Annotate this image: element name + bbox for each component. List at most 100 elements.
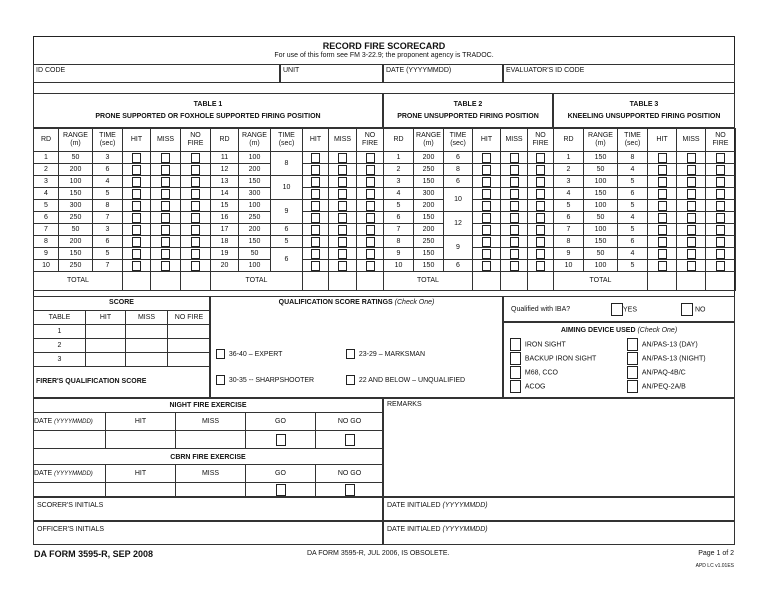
checkbox[interactable] (509, 224, 519, 235)
no-fire-cell[interactable] (180, 151, 211, 164)
checkbox[interactable] (191, 164, 200, 175)
aiming-option[interactable]: AN/PAS-13 (DAY) (627, 338, 698, 351)
checkbox[interactable] (311, 164, 320, 175)
no-fire-cell[interactable] (356, 235, 384, 248)
no-fire-cell[interactable] (527, 211, 554, 224)
officers-initials-field[interactable]: OFFICER'S INITIALS (33, 521, 383, 545)
checkbox[interactable] (686, 188, 696, 199)
checkbox[interactable] (338, 188, 347, 199)
scorers-initials-field[interactable]: SCORER'S INITIALS (33, 497, 383, 521)
checkbox[interactable] (311, 260, 320, 271)
checkbox[interactable] (686, 260, 696, 271)
hit-cell[interactable] (647, 235, 677, 248)
miss-cell[interactable] (676, 199, 706, 212)
checkbox[interactable] (338, 260, 347, 271)
hit-cell[interactable] (647, 211, 677, 224)
no-fire-cell[interactable] (527, 235, 554, 248)
checkbox[interactable] (536, 164, 545, 175)
no-fire-cell[interactable] (705, 211, 736, 224)
miss-cell[interactable] (150, 187, 181, 200)
checkbox[interactable] (657, 236, 667, 247)
miss-cell[interactable] (500, 163, 528, 176)
miss-score[interactable] (125, 338, 168, 353)
checkbox[interactable] (161, 260, 170, 271)
no-fire-cell[interactable] (705, 175, 736, 188)
hit-total[interactable] (647, 271, 677, 291)
miss-cell[interactable] (676, 247, 706, 260)
hit-cell[interactable] (122, 211, 151, 224)
checkbox[interactable] (338, 164, 347, 175)
hit-cell[interactable] (647, 175, 677, 188)
checkbox[interactable] (365, 236, 375, 247)
miss-cell[interactable] (150, 199, 181, 212)
no-fire-total[interactable] (705, 271, 736, 291)
checkbox[interactable] (161, 236, 170, 247)
no-fire-cell[interactable] (356, 199, 384, 212)
no-fire-cell[interactable] (705, 187, 736, 200)
aiming-option[interactable]: BACKUP IRON SIGHT (510, 352, 596, 365)
miss-cell[interactable] (328, 211, 357, 224)
aiming-option[interactable]: IRON SIGHT (510, 338, 566, 351)
nogo-cell[interactable] (315, 482, 384, 498)
scorer-date-initialed-field[interactable]: DATE INITIALED (YYYYMMDD) (383, 497, 735, 521)
checkbox[interactable] (161, 212, 170, 223)
checkbox[interactable] (716, 164, 725, 175)
hit-cell[interactable] (647, 247, 677, 260)
no-fire-cell[interactable] (705, 223, 736, 236)
checkbox[interactable] (657, 200, 667, 211)
checkbox[interactable] (161, 200, 170, 211)
checkbox[interactable] (686, 224, 696, 235)
miss-cell[interactable] (676, 259, 706, 272)
checkbox[interactable] (509, 200, 519, 211)
checkbox[interactable] (686, 236, 696, 247)
checkbox[interactable] (311, 248, 320, 259)
checkbox[interactable] (311, 200, 320, 211)
miss-cell[interactable] (328, 223, 357, 236)
checkbox[interactable] (191, 200, 200, 211)
miss-cell[interactable] (500, 247, 528, 260)
no-fire-cell[interactable] (356, 187, 384, 200)
checkbox[interactable] (509, 260, 519, 271)
hit-cell[interactable] (647, 163, 677, 176)
no-fire-cell[interactable] (180, 247, 211, 260)
checkbox[interactable] (365, 152, 375, 163)
checkbox[interactable] (132, 248, 141, 259)
checkbox[interactable] (338, 200, 347, 211)
hit-cell[interactable] (122, 199, 151, 212)
miss-cell[interactable] (676, 163, 706, 176)
checkbox[interactable] (482, 188, 491, 199)
checkbox[interactable] (716, 260, 725, 271)
miss-cell[interactable] (500, 151, 528, 164)
no-fire-cell[interactable] (527, 247, 554, 260)
unit-field[interactable]: UNIT (280, 64, 383, 83)
hit-score[interactable] (85, 352, 126, 367)
miss-total[interactable] (328, 271, 357, 291)
no-fire-cell[interactable] (356, 259, 384, 272)
miss-cell[interactable] (500, 199, 528, 212)
checkbox[interactable] (536, 152, 545, 163)
go-cell[interactable] (245, 482, 316, 498)
checkbox[interactable] (686, 200, 696, 211)
checkbox[interactable] (536, 248, 545, 259)
hit-cell[interactable] (302, 151, 329, 164)
miss-cell[interactable] (500, 223, 528, 236)
miss-cell[interactable] (328, 163, 357, 176)
hit-cell[interactable] (302, 259, 329, 272)
miss-cell[interactable] (500, 187, 528, 200)
hit-cell[interactable] (122, 247, 151, 260)
checkbox[interactable] (681, 303, 693, 316)
no-fire-cell[interactable] (356, 223, 384, 236)
checkbox[interactable] (509, 248, 519, 259)
iba-yes[interactable]: YES (611, 303, 637, 316)
miss-cell[interactable] (500, 211, 528, 224)
miss-cell[interactable] (328, 247, 357, 260)
no-fire-cell[interactable] (180, 175, 211, 188)
miss-cell[interactable] (150, 247, 181, 260)
checkbox[interactable] (132, 188, 141, 199)
checkbox[interactable] (627, 380, 638, 393)
hit-cell[interactable] (472, 247, 501, 260)
hit-cell[interactable] (647, 187, 677, 200)
checkbox[interactable] (161, 224, 170, 235)
rating-expert[interactable]: 36-40 – EXPERT (216, 349, 282, 359)
checkbox[interactable] (509, 188, 519, 199)
